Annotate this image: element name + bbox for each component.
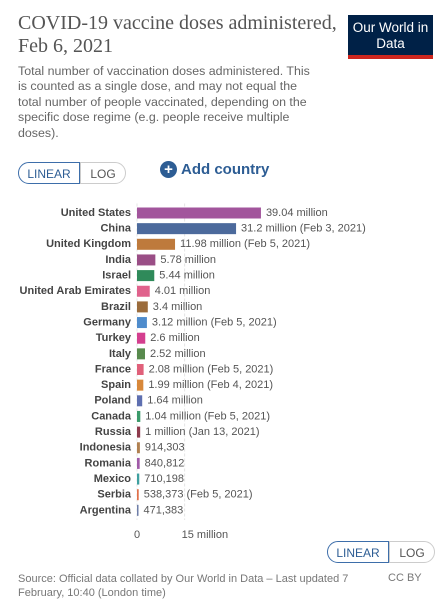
value-label: 914,303 (145, 442, 185, 454)
chart-title: COVID-19 vaccine doses administered, Feb… (18, 12, 337, 57)
category-label: Romania (85, 457, 132, 469)
category-label: France (95, 363, 131, 375)
x-tick-label: 0 (134, 529, 140, 541)
value-label: 2.08 million (Feb 5, 2021) (149, 363, 274, 375)
bar (137, 426, 141, 438)
bar (137, 332, 146, 344)
category-label: Indonesia (80, 442, 132, 454)
add-country[interactable]: + Add country (160, 161, 269, 178)
category-label: Turkey (96, 332, 132, 344)
value-label: 39.04 million (266, 207, 328, 219)
bar (137, 207, 261, 219)
linear-button[interactable]: LINEAR (327, 541, 389, 563)
bar (137, 442, 140, 454)
value-label: 471,383 (143, 504, 183, 516)
value-label: 1.04 million (Feb 5, 2021) (145, 410, 270, 422)
chart-subtitle: Total number of vaccination doses admini… (18, 64, 310, 140)
bar (137, 473, 140, 485)
bar (137, 270, 155, 282)
source-note: Source: Official data collated by Our Wo… (18, 573, 349, 599)
logo[interactable]: Our World in Data (348, 15, 433, 59)
chart: 0 15 million United States 39.04 million Chi… (20, 203, 366, 541)
log-button[interactable]: LOG (389, 541, 435, 563)
value-label: 3.4 million (153, 301, 203, 313)
value-label: 710,198 (144, 473, 184, 485)
linear-button[interactable]: LINEAR (18, 162, 80, 184)
bar (137, 301, 148, 313)
bar (137, 348, 146, 360)
value-label: 5.44 million (159, 270, 215, 282)
value-label: 1.99 million (Feb 4, 2021) (148, 379, 273, 391)
category-label: United Kingdom (46, 238, 131, 250)
category-label: Canada (91, 410, 132, 422)
category-label: Brazil (101, 301, 131, 313)
value-label: 11.98 million (Feb 5, 2021) (180, 238, 310, 250)
plus-icon: + (160, 161, 177, 178)
category-label: United Arab Emirates (20, 285, 131, 297)
bar (137, 254, 156, 266)
value-label: 2.6 million (150, 332, 200, 344)
value-label: 840,812 (145, 457, 185, 469)
category-label: Italy (109, 348, 132, 360)
value-label: 5.78 million (160, 254, 216, 266)
category-label: Israel (102, 270, 131, 282)
bar (137, 317, 147, 329)
bar (137, 379, 144, 391)
category-label: China (100, 223, 131, 235)
bar (137, 285, 150, 297)
value-label: 1 million (Jan 13, 2021) (145, 426, 259, 438)
category-label: Spain (101, 379, 131, 391)
bar (137, 504, 139, 516)
x-tick-label: 15 million (182, 529, 228, 541)
category-label: Poland (94, 395, 131, 407)
log-button[interactable]: LOG (80, 162, 126, 184)
category-label: India (105, 254, 132, 266)
category-label: Mexico (94, 473, 132, 485)
value-label: 31.2 million (Feb 3, 2021) (241, 223, 366, 235)
value-label: 2.52 million (150, 348, 206, 360)
category-label: Russia (95, 426, 132, 438)
category-label: United States (61, 207, 131, 219)
category-label: Serbia (97, 489, 132, 501)
bar (137, 457, 140, 469)
value-label: 3.12 million (Feb 5, 2021) (152, 316, 277, 328)
bar (137, 364, 144, 375)
category-label: Germany (83, 316, 132, 328)
bar (137, 395, 143, 407)
category-label: Argentina (80, 504, 132, 516)
value-label: 1.64 million (147, 395, 203, 407)
bar (137, 489, 139, 501)
value-label: 538,373 (Feb 5, 2021) (144, 489, 253, 501)
add-country-label: Add country (181, 161, 270, 178)
bar (137, 223, 237, 235)
license: CC BY (388, 572, 422, 584)
bar (137, 410, 141, 422)
bar (137, 238, 176, 250)
value-label: 4.01 million (155, 285, 211, 297)
